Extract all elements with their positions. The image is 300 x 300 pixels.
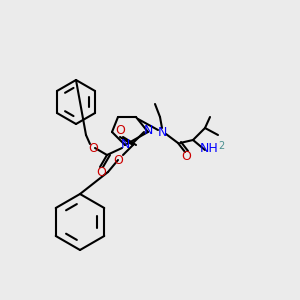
Text: O: O — [115, 124, 125, 136]
Text: 2: 2 — [218, 141, 224, 151]
Text: N: N — [120, 139, 130, 152]
Text: N: N — [157, 125, 167, 139]
Text: O: O — [88, 142, 98, 154]
Text: O: O — [113, 154, 123, 166]
Text: NH: NH — [200, 142, 218, 154]
Text: O: O — [96, 167, 106, 179]
Text: N: N — [143, 124, 153, 136]
Text: O: O — [181, 151, 191, 164]
